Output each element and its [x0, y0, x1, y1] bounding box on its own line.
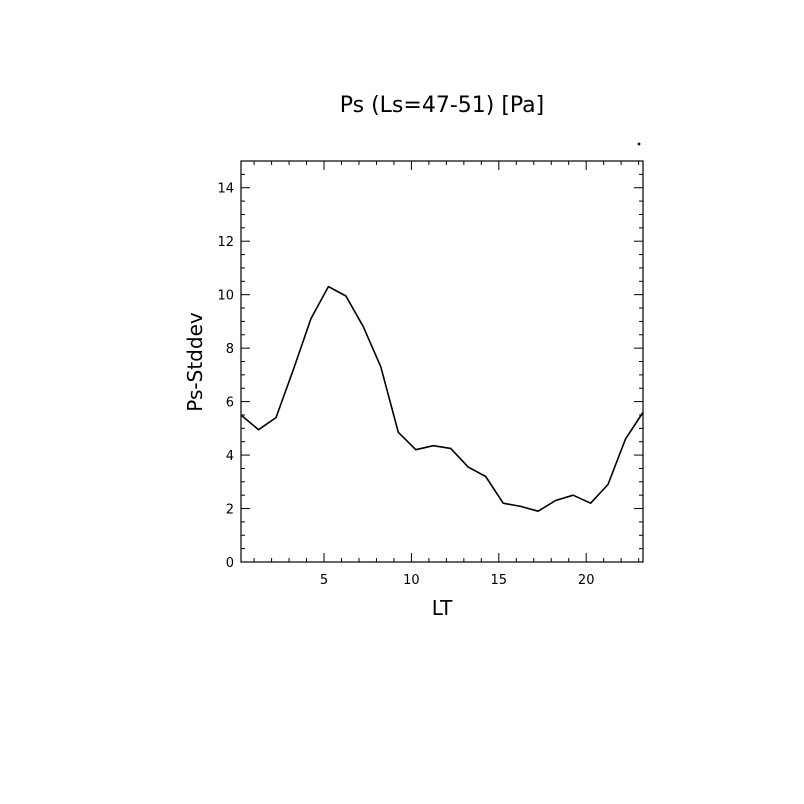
- y-tick-label: 4: [226, 449, 234, 464]
- x-tick-label: 15: [491, 573, 508, 588]
- y-tick-label: 14: [217, 182, 234, 197]
- y-axis-label: Ps-Stddev: [183, 312, 207, 412]
- x-tick-label: 10: [403, 573, 420, 588]
- y-tick-label: 6: [226, 396, 234, 411]
- x-tick-label: 20: [578, 573, 595, 588]
- y-tick-label: 2: [226, 503, 234, 518]
- ticks-group: 0 2 4 6 8 10 12 14 5 10 15 20: [217, 160, 643, 588]
- x-axis-label: LT: [432, 596, 453, 620]
- y-tick-label: 8: [226, 342, 234, 357]
- series-line: [240, 285, 644, 513]
- y-tick-label: 0: [226, 556, 234, 571]
- plot-frame: [240, 160, 644, 563]
- corner-dot: [637, 142, 641, 146]
- chart-title: Ps (Ls=47-51) [Pa]: [340, 93, 545, 118]
- y-tick-label: 10: [217, 289, 234, 304]
- x-tick-label: 5: [320, 573, 328, 588]
- y-tick-label: 12: [217, 235, 234, 250]
